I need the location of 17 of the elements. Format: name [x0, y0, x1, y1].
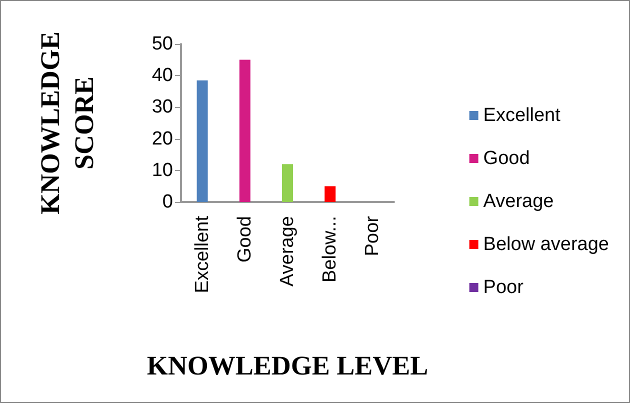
- x-tick-label: Below...: [320, 216, 341, 283]
- y-tick-label: 50: [152, 34, 173, 54]
- x-tick-label: Poor: [362, 215, 384, 256]
- x-tick-label: Good: [234, 216, 256, 262]
- legend-label: Below average: [483, 234, 610, 255]
- legend-label: Excellent: [483, 105, 562, 126]
- y-tick-label: 0: [162, 192, 173, 212]
- y-tick-label: 30: [152, 96, 173, 118]
- x-tick-label: Excellent: [192, 215, 213, 294]
- y-tick-label: 40: [152, 65, 173, 86]
- x-axis-title: KNOWLEDGE LEVEL: [146, 350, 428, 380]
- legend-label: Average: [483, 191, 554, 212]
- y-tick-label: 10: [152, 160, 173, 181]
- legend-label: Good: [483, 148, 530, 169]
- y-axis-title: KNOWLEDGE SCORE: [35, 31, 99, 215]
- y-tick-label: 20: [152, 128, 173, 150]
- x-tick-label: Average: [277, 216, 298, 286]
